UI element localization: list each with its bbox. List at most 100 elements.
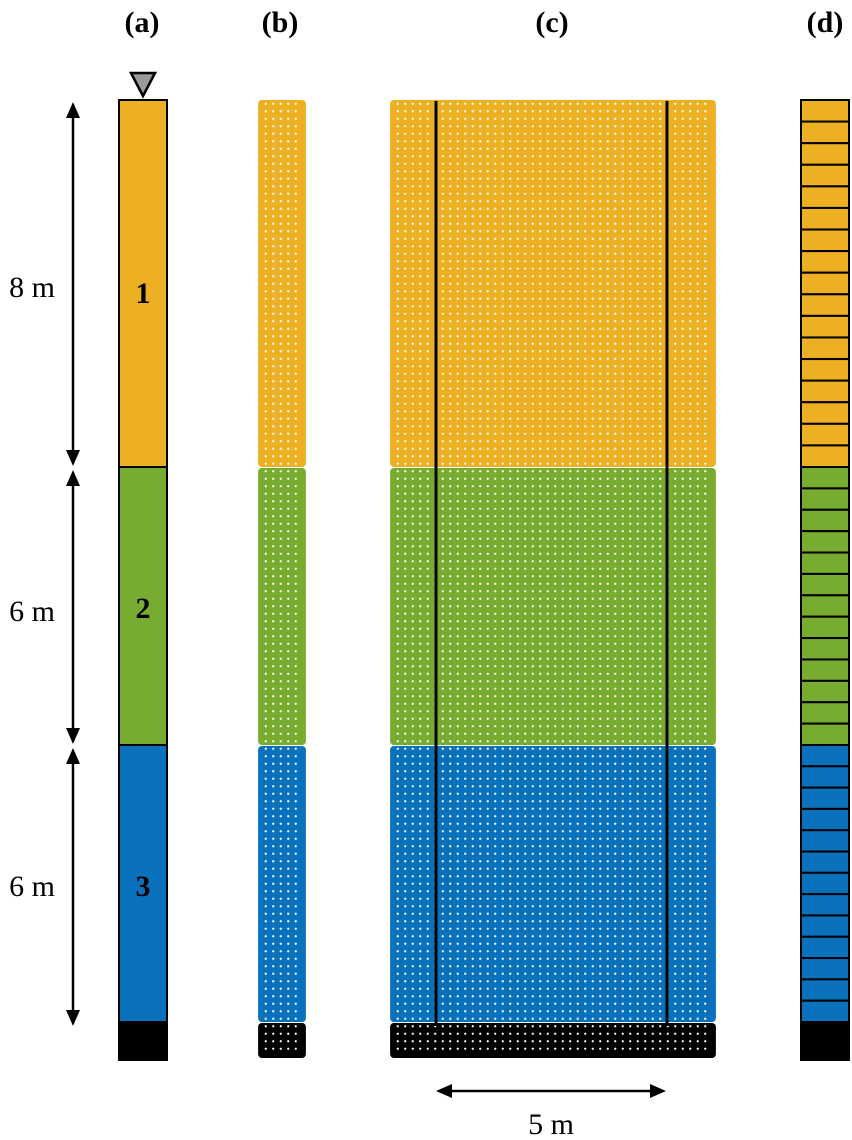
- panel-c-particle-gap: [516, 507, 519, 510]
- panel-b-particle-gap: [279, 867, 282, 870]
- panel-c-particle-gap: [674, 590, 677, 593]
- panel-b-particle-gap: [264, 522, 267, 525]
- panel-c-particle-gap: [636, 710, 639, 713]
- panel-c-particle-gap: [659, 410, 662, 413]
- panel-c-particle-gap: [561, 747, 564, 750]
- panel-b-particle-gap: [279, 185, 282, 188]
- panel-c-particle-gap: [576, 162, 579, 165]
- panel-b-particle-gap: [287, 500, 290, 503]
- panel-b-particle-gap: [279, 147, 282, 150]
- panel-c-particle-gap: [584, 290, 587, 293]
- panel-c-particle-gap: [516, 657, 519, 660]
- panel-c-particle-gap: [516, 380, 519, 383]
- panel-c-particle-gap: [554, 800, 557, 803]
- panel-c-particle-gap: [621, 140, 624, 143]
- panel-c-particle-gap: [696, 747, 699, 750]
- panel-c-particle-gap: [689, 830, 692, 833]
- panel-c-particle-gap: [441, 777, 444, 780]
- panel-c-particle-gap: [614, 560, 617, 563]
- panel-c-particle-gap: [419, 260, 422, 263]
- panel-c-particle-gap: [501, 222, 504, 225]
- panel-c-particle-gap: [704, 140, 707, 143]
- panel-c-particle-gap: [629, 365, 632, 368]
- panel-c-particle-gap: [539, 867, 542, 870]
- panel-c-particle-gap: [516, 410, 519, 413]
- panel-c-particle-gap: [599, 725, 602, 728]
- panel-c-particle-gap: [621, 800, 624, 803]
- panel-c-particle-model: [390, 100, 716, 1058]
- panel-c-particle-gap: [651, 702, 654, 705]
- panel-c-particle-gap: [546, 162, 549, 165]
- panel-c-particle-gap: [396, 605, 399, 608]
- panel-label-a: (a): [125, 6, 160, 39]
- panel-c-particle-gap: [449, 402, 452, 405]
- panel-c-particle-gap: [486, 350, 489, 353]
- panel-c-particle-gap: [569, 837, 572, 840]
- panel-c-particle-gap: [704, 612, 707, 615]
- panel-c-particle-gap: [584, 297, 587, 300]
- panel-c-particle-gap: [449, 500, 452, 503]
- panel-b-particle-gap: [287, 522, 290, 525]
- panel-c-particle-gap: [441, 335, 444, 338]
- panel-b-particle-gap: [272, 807, 275, 810]
- panel-c-particle-gap: [471, 275, 474, 278]
- panel-c-particle-gap: [471, 312, 474, 315]
- panel-c-particle-gap: [509, 815, 512, 818]
- panel-b-particle-gap: [264, 627, 267, 630]
- panel-c-particle-gap: [494, 605, 497, 608]
- panel-c-particle-gap: [659, 777, 662, 780]
- panel-c-particle-gap: [516, 125, 519, 128]
- panel-b-particle-gap: [294, 530, 297, 533]
- panel-c-particle-gap: [516, 755, 519, 758]
- panel-c-particle-gap: [599, 357, 602, 360]
- panel-c-particle-gap: [629, 342, 632, 345]
- panel-c-particle-gap: [456, 140, 459, 143]
- panel-c-particle-gap: [591, 462, 594, 465]
- panel-c-particle-gap: [569, 627, 572, 630]
- panel-c-particle-gap: [636, 815, 639, 818]
- panel-c-particle-gap: [689, 297, 692, 300]
- panel-c-particle-gap: [464, 695, 467, 698]
- panel-c-particle-gap: [404, 695, 407, 698]
- panel-b-particle-gap: [279, 957, 282, 960]
- panel-c-particle-gap: [644, 125, 647, 128]
- panel-c-particle-gap: [411, 440, 414, 443]
- panel-b-particle-gap: [279, 725, 282, 728]
- panel-b-particle-gap: [287, 170, 290, 173]
- panel-c-particle-gap: [419, 147, 422, 150]
- panel-c-particle-gap: [561, 485, 564, 488]
- panel-c-particle-gap: [591, 485, 594, 488]
- panel-c-particle-gap: [614, 830, 617, 833]
- panel-c-particle-gap: [636, 350, 639, 353]
- panel-c-particle-gap: [546, 350, 549, 353]
- panel-c-particle-gap: [449, 567, 452, 570]
- panel-c-particle-gap: [629, 770, 632, 773]
- panel-c-particle-gap: [464, 597, 467, 600]
- panel-c-particle-gap: [606, 590, 609, 593]
- panel-c-particle-gap: [471, 432, 474, 435]
- panel-c-particle-gap: [659, 470, 662, 473]
- panel-c-particle-gap: [539, 462, 542, 465]
- panel-c-particle-gap: [674, 567, 677, 570]
- panel-c-particle-gap: [674, 267, 677, 270]
- panel-c-particle-gap: [689, 642, 692, 645]
- panel-c-particle-gap: [456, 102, 459, 105]
- panel-c-particle-gap: [554, 852, 557, 855]
- panel-c-particle-gap: [531, 282, 534, 285]
- panel-c-particle-gap: [569, 335, 572, 338]
- panel-c-particle-gap: [546, 807, 549, 810]
- panel-b-particle-gap: [279, 905, 282, 908]
- panel-c-particle-gap: [396, 260, 399, 263]
- panel-c-particle-gap: [659, 117, 662, 120]
- panel-b-particle-gap: [272, 207, 275, 210]
- panel-c-particle-gap: [486, 125, 489, 128]
- panel-c-particle-gap: [689, 635, 692, 638]
- panel-c-particle-gap: [471, 477, 474, 480]
- panel-c-particle-gap: [554, 162, 557, 165]
- panel-c-particle-gap: [554, 755, 557, 758]
- panel-c-particle-gap: [576, 245, 579, 248]
- panel-c-particle-gap: [516, 260, 519, 263]
- panel-b-particle-gap: [272, 222, 275, 225]
- panel-c-particle-gap: [554, 777, 557, 780]
- panel-c-particle-gap: [479, 125, 482, 128]
